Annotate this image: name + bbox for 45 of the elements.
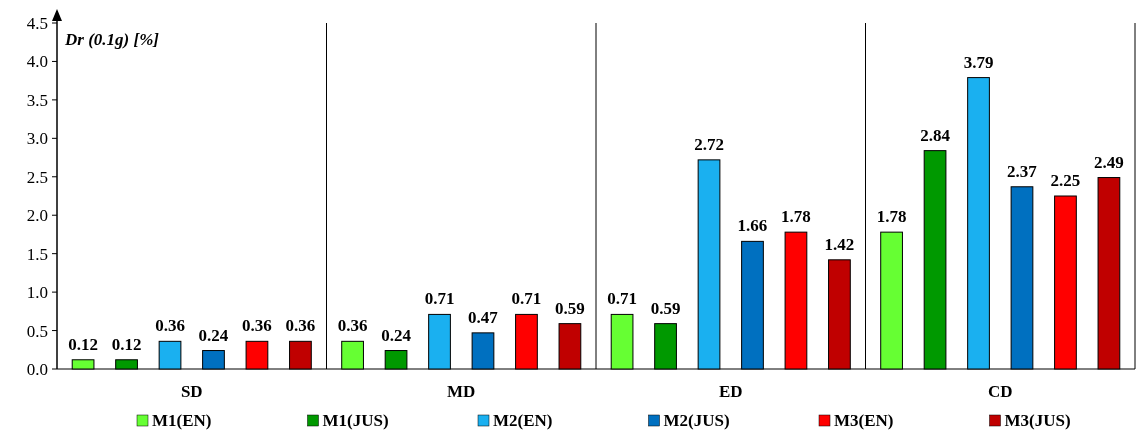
data-label: 0.36 (242, 316, 272, 336)
y-tick-label: 4.0 (26, 52, 48, 72)
data-label: 0.36 (155, 316, 185, 336)
legend-label: M1(EN) (152, 411, 212, 430)
y-tick-label: 2.5 (26, 167, 48, 187)
data-label: 0.24 (198, 325, 229, 345)
data-label: 2.25 (1050, 171, 1081, 190)
y-tick-label: 3.0 (26, 129, 48, 149)
data-label: 2.37 (1007, 161, 1038, 181)
legend-label: M3(EN) (834, 411, 894, 430)
legend-label: M2(EN) (493, 411, 553, 430)
y-tick-label: 3.5 (26, 90, 48, 110)
data-label: 0.12 (111, 334, 142, 354)
legend-label: M1(JUS) (322, 411, 389, 430)
data-label: 0.59 (555, 298, 585, 318)
y-tick-label: 1.5 (26, 244, 48, 264)
data-label: 1.78 (781, 207, 811, 227)
data-label: 0.71 (607, 289, 637, 309)
x-tick-label: ED (718, 382, 743, 401)
data-label: 0.59 (650, 298, 681, 318)
y-axis-title: Dr (0.1g) [%] (64, 30, 160, 49)
y-tick-label: 4.5 (26, 13, 48, 33)
data-label: 0.36 (285, 316, 316, 336)
y-tick-label: 1.0 (26, 283, 48, 303)
data-label: 0.71 (424, 289, 455, 309)
data-label: 0.24 (381, 325, 412, 345)
y-tick-label: 0.5 (26, 321, 48, 341)
data-label: 2.72 (694, 134, 724, 154)
legend-label: M3(JUS) (1004, 411, 1071, 430)
data-label: 0.36 (337, 316, 368, 336)
x-tick-label: CD (987, 382, 1013, 401)
data-label: 1.42 (824, 234, 855, 254)
y-tick-label: 2.0 (26, 206, 48, 226)
data-label: 0.12 (68, 334, 98, 354)
data-label: 1.66 (737, 216, 768, 236)
data-label: 1.78 (876, 207, 907, 227)
data-label: 2.84 (920, 125, 951, 145)
x-tick-label: SD (180, 382, 203, 401)
data-label: 2.49 (1094, 152, 1124, 172)
legend-label: M2(JUS) (663, 411, 730, 430)
data-label: 0.47 (468, 307, 499, 327)
y-tick-label: 0.0 (26, 359, 48, 379)
data-label: 3.79 (963, 52, 994, 72)
x-tick-label: MD (447, 382, 476, 401)
data-label: 0.71 (511, 289, 542, 309)
